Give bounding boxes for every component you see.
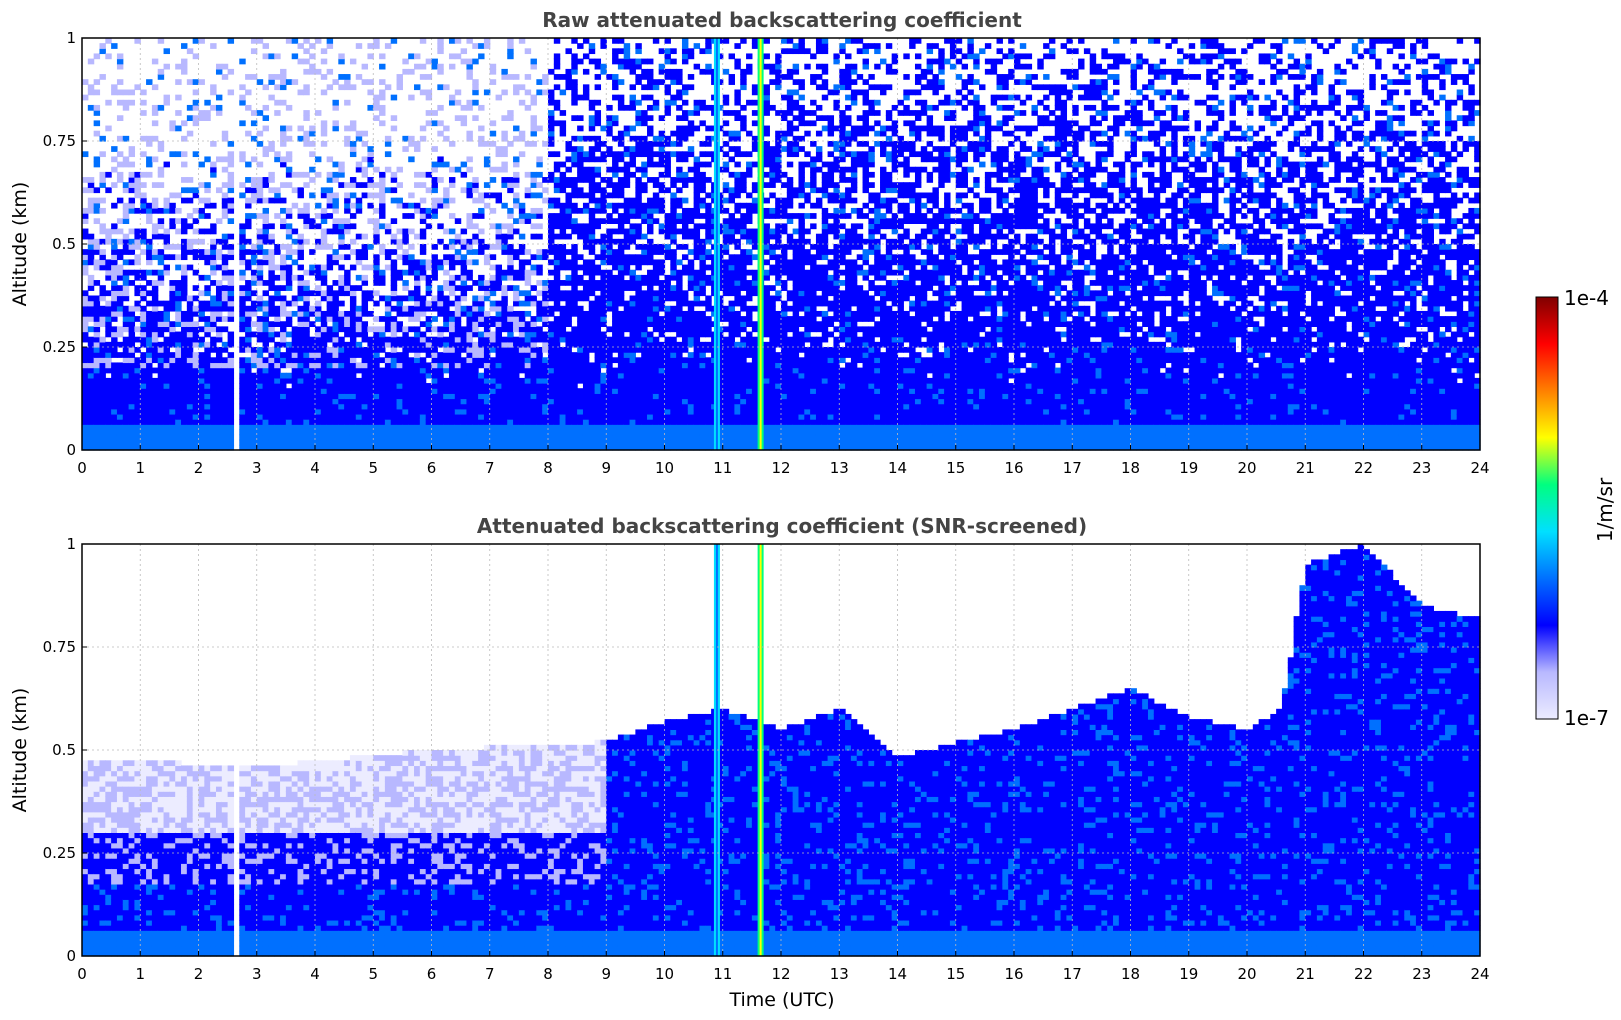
x-tick-label: 9 xyxy=(601,459,611,477)
y-tick-label: 0.5 xyxy=(52,741,76,759)
x-tick-label: 1 xyxy=(135,459,145,477)
screened-x-ticks: 0 1 2 3 4 5 6 7 8 9 10 11 12 13 14 15 16 17 18 19 20 21 22 23 24 xyxy=(77,951,1490,983)
screened-backscatter-panel: Attenuated backscattering coefficient (S… xyxy=(9,514,1490,1011)
x-tick-label: 23 xyxy=(1412,965,1431,983)
x-tick-label: 24 xyxy=(1470,965,1489,983)
x-tick-label: 15 xyxy=(946,459,965,477)
x-tick-label: 14 xyxy=(888,965,907,983)
x-tick-label: 5 xyxy=(368,965,378,983)
y-tick-label: 0.25 xyxy=(43,844,76,862)
x-tick-label: 20 xyxy=(1237,965,1256,983)
raw-y-axis-label: Altitude (km) xyxy=(9,182,31,307)
x-tick-label: 12 xyxy=(771,965,790,983)
x-tick-label: 9 xyxy=(601,965,611,983)
colorbar: 1e-4 1e-7 1/m/sr xyxy=(1535,286,1617,730)
y-tick-label: 0.75 xyxy=(43,638,76,656)
x-tick-label: 18 xyxy=(1121,965,1140,983)
x-tick-label: 19 xyxy=(1179,459,1198,477)
x-tick-label: 11 xyxy=(713,459,732,477)
x-tick-label: 6 xyxy=(427,459,437,477)
x-tick-label: 16 xyxy=(1004,965,1023,983)
x-tick-label: 0 xyxy=(77,965,87,983)
colorbar-min-label: 1e-7 xyxy=(1564,706,1609,730)
x-tick-label: 8 xyxy=(543,459,553,477)
x-tick-label: 0 xyxy=(77,459,87,477)
x-tick-label: 24 xyxy=(1470,459,1489,477)
screened-panel-title: Attenuated backscattering coefficient (S… xyxy=(477,514,1087,538)
raw-backscatter-panel: Raw attenuated backscattering coefficien… xyxy=(9,8,1490,477)
x-tick-label: 7 xyxy=(485,459,495,477)
y-tick-label: 1 xyxy=(66,535,76,553)
x-tick-label: 2 xyxy=(194,965,204,983)
x-tick-label: 22 xyxy=(1354,965,1373,983)
colorbar-unit-label: 1/m/sr xyxy=(1593,477,1617,542)
x-tick-label: 2 xyxy=(194,459,204,477)
x-tick-label: 12 xyxy=(771,459,790,477)
x-tick-label: 13 xyxy=(830,459,849,477)
x-tick-label: 13 xyxy=(830,965,849,983)
x-tick-label: 11 xyxy=(713,965,732,983)
screened-y-ticks: 0 0.25 0.5 0.75 1 xyxy=(43,535,87,965)
raw-panel-title: Raw attenuated backscattering coefficien… xyxy=(542,8,1022,32)
x-tick-label: 18 xyxy=(1121,459,1140,477)
x-tick-label: 23 xyxy=(1412,459,1431,477)
x-tick-label: 10 xyxy=(655,459,674,477)
x-tick-label: 10 xyxy=(655,965,674,983)
x-tick-label: 6 xyxy=(427,965,437,983)
y-tick-label: 0 xyxy=(66,441,76,459)
x-tick-label: 21 xyxy=(1296,459,1315,477)
colorbar-max-label: 1e-4 xyxy=(1564,286,1609,310)
raw-y-ticks: 0 0.25 0.5 0.75 1 xyxy=(43,29,87,459)
x-tick-label: 8 xyxy=(543,965,553,983)
x-tick-label: 4 xyxy=(310,459,320,477)
x-tick-label: 21 xyxy=(1296,965,1315,983)
y-tick-label: 1 xyxy=(66,29,76,47)
x-tick-label: 19 xyxy=(1179,965,1198,983)
x-tick-label: 17 xyxy=(1063,459,1082,477)
colorbar-gradient xyxy=(1535,296,1559,720)
y-tick-label: 0.75 xyxy=(43,132,76,150)
x-tick-label: 16 xyxy=(1004,459,1023,477)
x-tick-label: 7 xyxy=(485,965,495,983)
x-tick-label: 14 xyxy=(888,459,907,477)
x-tick-label: 3 xyxy=(252,965,262,983)
x-tick-label: 17 xyxy=(1063,965,1082,983)
x-tick-label: 3 xyxy=(252,459,262,477)
x-axis-label: Time (UTC) xyxy=(728,989,834,1011)
y-tick-label: 0 xyxy=(66,947,76,965)
x-tick-label: 15 xyxy=(946,965,965,983)
x-tick-label: 22 xyxy=(1354,459,1373,477)
x-tick-label: 4 xyxy=(310,965,320,983)
raw-x-ticks: 0 1 2 3 4 5 6 7 8 9 10 11 12 13 14 15 16 17 18 19 20 21 22 23 24 xyxy=(77,445,1490,477)
y-tick-label: 0.25 xyxy=(43,338,76,356)
x-tick-label: 1 xyxy=(135,965,145,983)
screened-y-axis-label: Altitude (km) xyxy=(9,688,31,813)
x-tick-label: 5 xyxy=(368,459,378,477)
raw-heatmap xyxy=(82,38,1481,451)
x-tick-label: 20 xyxy=(1237,459,1256,477)
y-tick-label: 0.5 xyxy=(52,235,76,253)
